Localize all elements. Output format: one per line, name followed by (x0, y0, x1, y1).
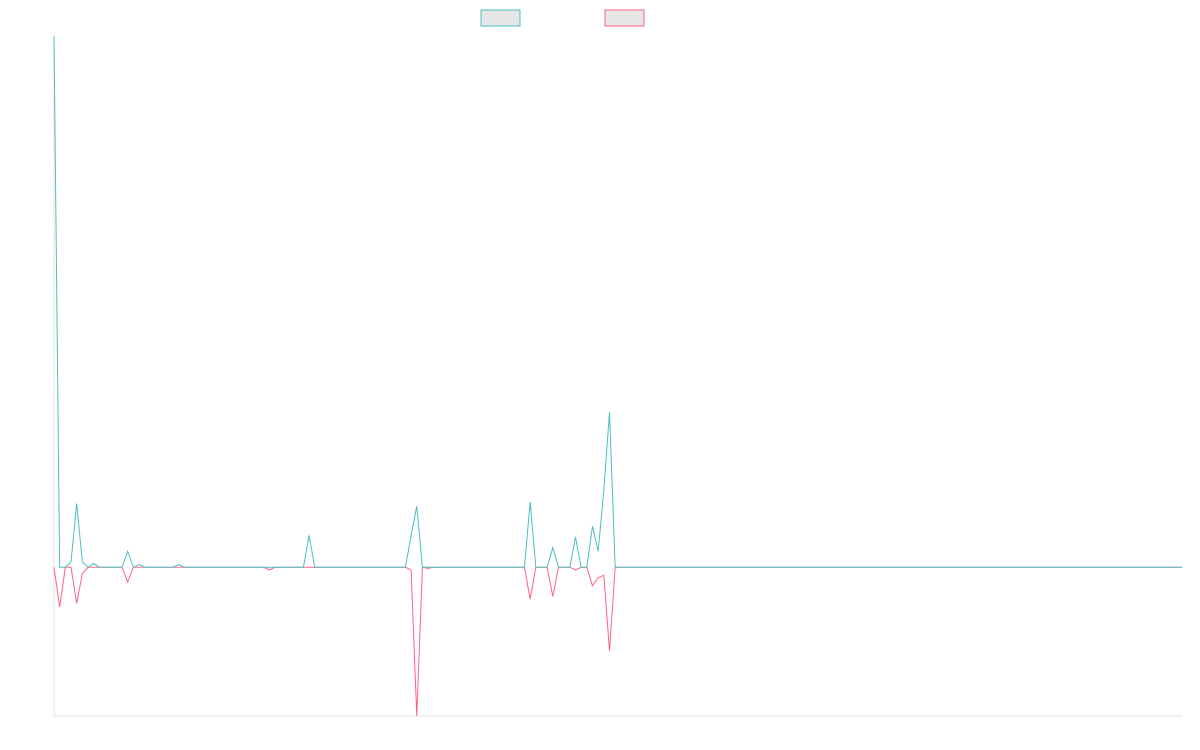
axes (53, 36, 1182, 717)
series-line-down (53, 566, 1182, 717)
series-layer (53, 35, 1182, 717)
legend (480, 9, 645, 27)
legend-swatch-up[interactable] (480, 9, 521, 27)
series-line-up (53, 35, 1182, 568)
legend-swatch-down[interactable] (604, 9, 645, 27)
